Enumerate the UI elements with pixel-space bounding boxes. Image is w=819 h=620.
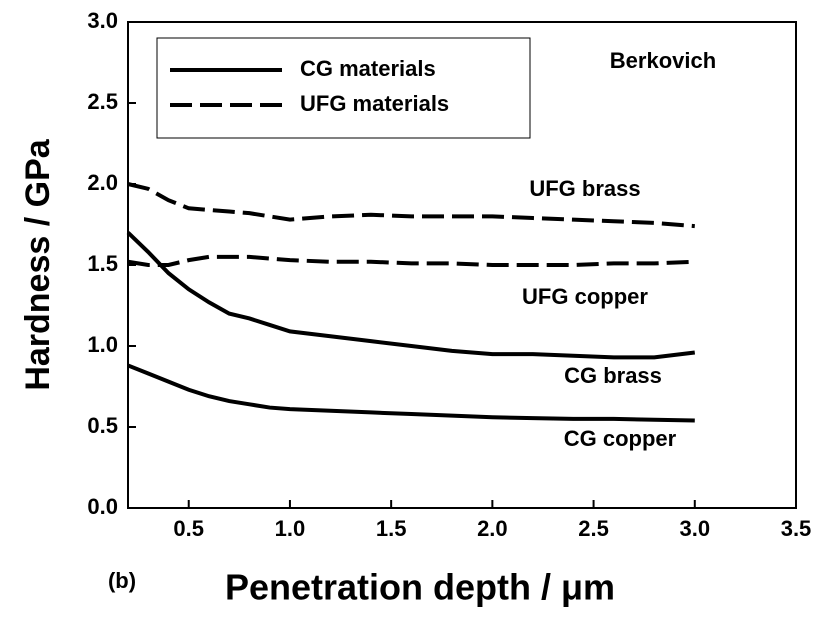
series-label: UFG brass (529, 176, 640, 201)
y-tick-label: 0.5 (87, 413, 118, 438)
series-line (126, 231, 696, 360)
y-tick-label: 1.5 (87, 251, 118, 276)
y-tick-label: 2.0 (87, 170, 118, 195)
series-line (127, 363, 695, 423)
x-tick-label: 1.5 (376, 516, 407, 541)
y-tick-label: 2.5 (87, 89, 118, 114)
series-label: UFG copper (522, 284, 648, 309)
legend-box (156, 37, 531, 139)
series-label: CG brass (564, 363, 662, 388)
series-label: CG copper (564, 426, 677, 451)
x-tick-label: 1.0 (275, 516, 306, 541)
panel-label: (b) (108, 568, 136, 593)
y-axis-label: Hardness / GPa (19, 138, 57, 390)
y-tick-label: 1.0 (87, 332, 118, 357)
series-line (127, 254, 695, 267)
legend-label: CG materials (300, 56, 436, 81)
series-line (127, 182, 695, 229)
x-tick-label: 3.5 (781, 516, 812, 541)
x-axis-label: Penetration depth / μm (225, 567, 615, 608)
legend-label: UFG materials (300, 91, 449, 116)
y-tick-label: 0.0 (87, 494, 118, 519)
x-tick-label: 2.0 (477, 516, 508, 541)
x-tick-label: 2.5 (578, 516, 609, 541)
annotation: Berkovich (610, 48, 716, 73)
x-tick-label: 0.5 (173, 516, 204, 541)
x-tick-label: 3.0 (679, 516, 710, 541)
y-tick-label: 3.0 (87, 8, 118, 33)
